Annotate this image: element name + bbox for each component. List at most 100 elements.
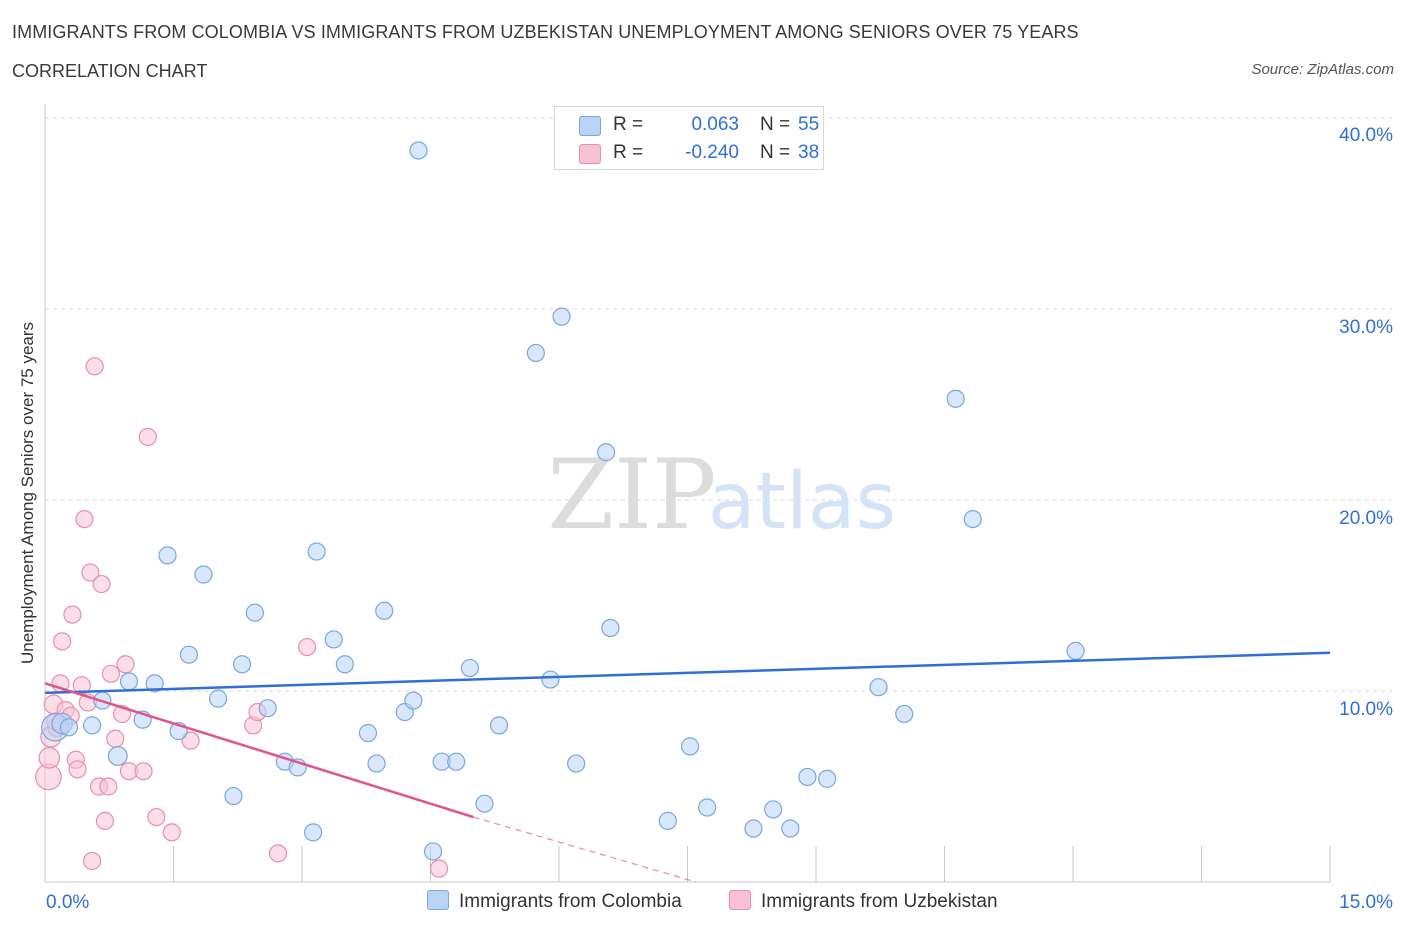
colombia-trend-line [44, 651, 1331, 695]
legend-r-value: 0.063 [691, 114, 739, 135]
colombia-point [552, 307, 571, 326]
watermark-zip: ZIP [547, 439, 716, 551]
uzbekistan-point [147, 807, 166, 827]
colombia-point [489, 716, 509, 735]
colombia-point [107, 745, 128, 766]
colombia-point [245, 603, 264, 622]
uzbekistan-point [68, 760, 87, 779]
colombia-point [658, 811, 677, 830]
uzbekistan-point [181, 731, 200, 750]
uzbekistan-point [134, 762, 153, 781]
y-tick-label: 40.0% [1339, 125, 1393, 146]
legend-n-value: 55 [798, 114, 820, 135]
colombia-point [158, 546, 177, 565]
colombia-point [541, 670, 560, 689]
legend-r-label: R = [613, 114, 644, 135]
colombia-point [208, 689, 228, 708]
uzbekistan-point [101, 664, 121, 683]
y-tick-label: 30.0% [1339, 317, 1393, 338]
colombia-point [304, 823, 323, 842]
colombia-point [764, 800, 783, 819]
legend-r-value: -0.240 [685, 142, 739, 163]
colombia-point [423, 842, 443, 861]
colombia-point [358, 723, 378, 743]
uzbekistan-point [268, 844, 288, 863]
colombia-point [744, 819, 763, 838]
bottom-legend-uzbekistan: Immigrants from Uzbekistan [729, 890, 998, 913]
legend-swatch-blue [579, 116, 601, 136]
colombia-point [409, 141, 428, 160]
x-tick-label: 15.0% [1339, 892, 1393, 913]
colombia-point [367, 754, 386, 773]
colombia-point [567, 754, 586, 773]
x-tick-label: 0.0% [46, 892, 89, 913]
legend-n-value: 38 [798, 142, 820, 163]
colombia-point [224, 786, 243, 806]
colombia-point [818, 769, 837, 788]
uzbekistan-point [63, 605, 82, 624]
y-tick-label: 20.0% [1339, 508, 1393, 529]
colombia-point [145, 674, 164, 693]
watermark: ZIP atlas [547, 439, 896, 551]
y-tick-label: 10.0% [1339, 699, 1393, 720]
colombia-point [597, 443, 616, 462]
legend-n-label: N = [760, 114, 791, 135]
colombia-point [375, 601, 394, 620]
uzbekistan-point [92, 574, 111, 594]
colombia-point [59, 718, 79, 737]
colombia-point [460, 658, 480, 678]
colombia-point [1066, 641, 1085, 660]
uzbekistan-trend-line [44, 682, 474, 819]
bottom-legend-uzbekistan-label: Immigrants from Uzbekistan [761, 891, 998, 912]
colombia-point [798, 767, 817, 787]
legend-r-label: R = [613, 142, 644, 163]
uzbekistan-point [99, 777, 118, 796]
colombia-point [179, 645, 199, 664]
colombia-point [601, 618, 620, 638]
series-colombia-points [41, 141, 1085, 861]
colombia-point [680, 737, 700, 756]
bottom-legend-colombia: Immigrants from Colombia [427, 890, 682, 913]
uzbekistan-point [75, 509, 94, 529]
colombia-point [447, 752, 466, 771]
colombia-point [698, 798, 717, 817]
colombia-point [869, 678, 888, 697]
colombia-point [258, 699, 277, 718]
colombia-point [83, 716, 102, 735]
bottom-legend-swatch-pink [729, 890, 751, 910]
colombia-point [307, 542, 326, 561]
colombia-point [232, 655, 252, 674]
uzbekistan-point [116, 655, 135, 674]
gridlines [45, 117, 1392, 692]
x-tick-labels: 0.0% 15.0% [46, 892, 1393, 913]
colombia-point [119, 672, 139, 691]
colombia-point [895, 704, 914, 724]
legend-swatch-pink [579, 144, 601, 164]
colombia-point [404, 691, 423, 710]
uzbekistan-point [83, 851, 102, 871]
chart-title: IMMIGRANTS FROM COLOMBIA VS IMMIGRANTS F… [12, 22, 1079, 42]
colombia-point [194, 565, 213, 584]
uzbekistan-point [162, 823, 181, 842]
uzbekistan-point [81, 563, 100, 582]
uzbekistan-point [53, 632, 72, 651]
uzbekistan-point [298, 637, 317, 657]
colombia-point [475, 794, 494, 813]
uzbekistan-trend-extension [473, 816, 697, 883]
y-tick-labels: 10.0% 20.0% 30.0% 40.0% [1339, 125, 1393, 720]
bottom-legend-colombia-label: Immigrants from Colombia [459, 891, 682, 912]
uzbekistan-point [138, 427, 157, 447]
uzbekistan-point [95, 811, 115, 830]
watermark-atlas: atlas [708, 457, 897, 547]
bottom-legend-swatch-blue [427, 890, 449, 910]
chart-subtitle: CORRELATION CHART [12, 61, 208, 81]
uzbekistan-point [85, 357, 104, 376]
colombia-point [781, 819, 800, 838]
source-label: Source: ZipAtlas.com [1251, 61, 1394, 78]
colombia-point [963, 509, 982, 529]
y-axis-label: Unemployment Among Seniors over 75 years [18, 321, 37, 665]
colombia-point [335, 655, 354, 674]
uzbekistan-point [106, 729, 125, 748]
colombia-point [946, 389, 965, 408]
